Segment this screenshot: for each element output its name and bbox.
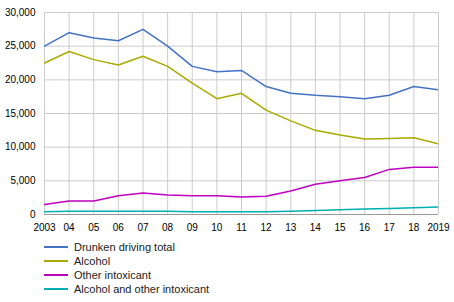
svg-text:16: 16 (359, 222, 371, 233)
svg-text:0: 0 (30, 209, 36, 220)
svg-text:5,000: 5,000 (10, 175, 35, 186)
html-text:Alcohol: Alcohol (74, 255, 111, 267)
html-text:Drunken driving total: Drunken driving total (74, 241, 175, 253)
svg-text:06: 06 (113, 222, 125, 233)
svg-text:18: 18 (408, 222, 420, 233)
svg-text:17: 17 (384, 222, 396, 233)
svg-text:30,000: 30,000 (5, 7, 36, 18)
svg-text:13: 13 (285, 222, 297, 233)
svg-text:25,000: 25,000 (5, 40, 36, 51)
html-text:Other intoxicant: Other intoxicant (74, 269, 151, 281)
svg-text:15: 15 (334, 222, 346, 233)
svg-text:11: 11 (236, 222, 247, 233)
svg-text:15,000: 15,000 (5, 108, 36, 119)
svg-text:10: 10 (211, 222, 223, 233)
svg-text:07: 07 (137, 222, 149, 233)
svg-text:05: 05 (88, 222, 100, 233)
svg-text:04: 04 (64, 222, 76, 233)
svg-text:09: 09 (187, 222, 199, 233)
svg-text:14: 14 (310, 222, 322, 233)
svg-text:12: 12 (261, 222, 273, 233)
html-text:Alcohol and other intoxicant: Alcohol and other intoxicant (74, 283, 210, 295)
svg-text:2003: 2003 (33, 222, 56, 233)
svg-text:20,000: 20,000 (5, 74, 36, 85)
svg-text:2019: 2019 (427, 222, 450, 233)
svg-text:10,000: 10,000 (5, 141, 36, 152)
svg-text:08: 08 (162, 222, 174, 233)
